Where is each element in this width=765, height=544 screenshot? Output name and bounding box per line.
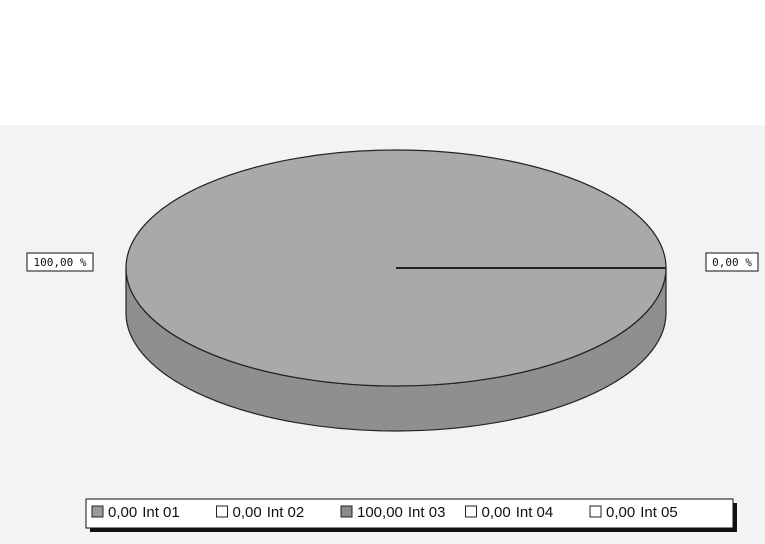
legend-value: 0,00 [606,504,635,521]
data-label-box [26,252,94,272]
legend-name: Int 04 [516,504,554,521]
legend-value: 0,00 [108,504,137,521]
legend-label: 100,00 Int 03 [357,504,445,521]
data-label: 0,00 % [712,256,752,269]
data-label: 100,00 % [34,256,87,269]
pie: 100,00 % 0,00 % [26,149,759,432]
legend [85,498,734,529]
legend-label: 0,00 Int 01 [108,504,180,521]
legend-entries: 0,00 Int 01 0,00 Int 02 100,00 Int 03 0,00 Int … [91,504,678,521]
legend-swatch [216,505,228,518]
legend-label: 0,00 Int 05 [606,504,678,521]
legend-name: Int 05 [640,504,678,521]
data-label-box [705,252,759,272]
legend-label: 0,00 Int 02 [233,504,305,521]
legend-label: 0,00 Int 04 [482,504,554,521]
legend-swatch [465,505,477,518]
legend-name: Int 02 [267,504,305,521]
legend-swatch [91,505,104,518]
legend-value: 0,00 [233,504,262,521]
legend-swatch [340,505,353,518]
legend-name: Int 03 [408,504,446,521]
legend-name: Int 01 [142,504,180,521]
legend-value: 0,00 [482,504,511,521]
legend-value: 100,00 [357,504,403,521]
legend-swatch [589,505,602,518]
